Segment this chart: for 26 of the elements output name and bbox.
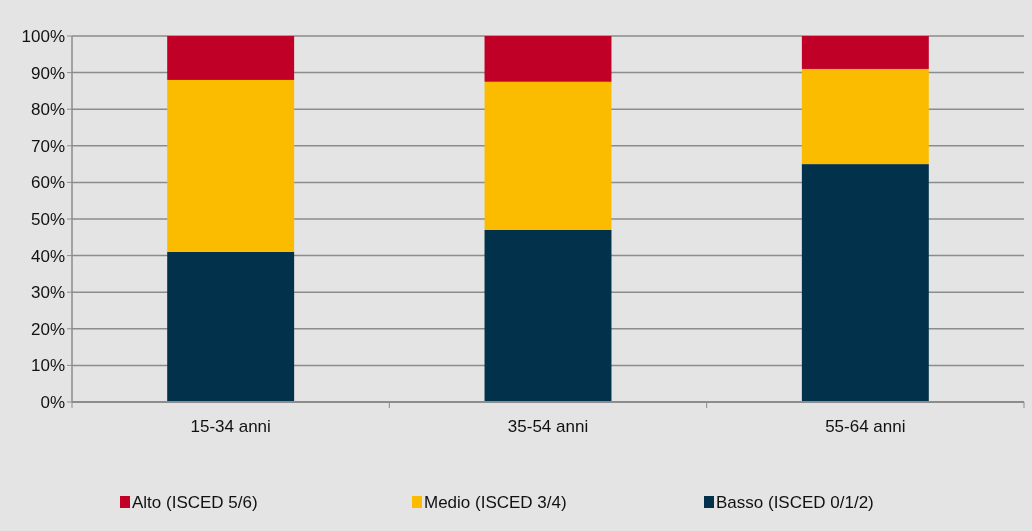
- legend-label: Basso (ISCED 0/1/2): [716, 493, 874, 512]
- y-tick-label: 80%: [30, 100, 65, 120]
- bar: [167, 79, 295, 252]
- bar: [484, 81, 612, 230]
- y-tick-label: 60%: [30, 173, 65, 193]
- y-tick-label: 90%: [30, 63, 65, 83]
- x-tick-label: 15-34 anni: [190, 417, 271, 436]
- y-tick-label: 50%: [30, 209, 65, 229]
- y-tick-label: 70%: [30, 136, 65, 156]
- legend-label: Medio (ISCED 3/4): [424, 493, 567, 512]
- x-tick-label: 55-64 anni: [825, 417, 906, 436]
- bar: [484, 36, 612, 82]
- bar: [167, 36, 295, 80]
- bar: [801, 164, 929, 402]
- bar: [801, 68, 929, 165]
- legend-label: Alto (ISCED 5/6): [132, 493, 258, 512]
- x-tick-label: 35-54 anni: [507, 417, 589, 436]
- y-tick-label: 100%: [21, 26, 65, 46]
- bar: [167, 251, 295, 402]
- y-tick-label: 0%: [40, 392, 65, 412]
- y-tick-label: 10%: [30, 356, 65, 376]
- y-tick-label: 30%: [30, 283, 65, 303]
- bar: [484, 229, 612, 402]
- y-tick-label: 40%: [30, 246, 65, 266]
- y-tick-label: 20%: [30, 319, 65, 339]
- bar: [801, 36, 929, 69]
